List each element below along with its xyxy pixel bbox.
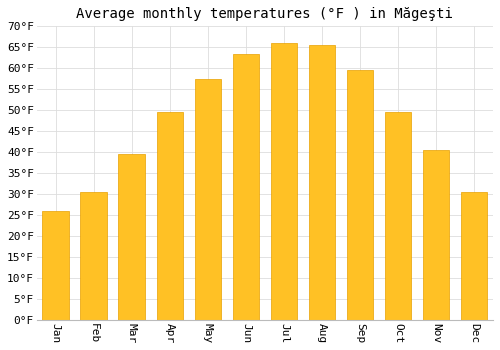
Bar bbox=[232, 54, 259, 320]
Bar bbox=[118, 154, 145, 320]
Bar bbox=[270, 43, 297, 320]
Bar bbox=[80, 192, 107, 320]
Bar bbox=[156, 112, 183, 320]
Title: Average monthly temperatures (°F ) in Măgeşti: Average monthly temperatures (°F ) in Mă… bbox=[76, 7, 454, 21]
Bar bbox=[422, 150, 450, 320]
Bar bbox=[42, 211, 69, 320]
Bar bbox=[460, 192, 487, 320]
Bar bbox=[194, 79, 221, 320]
Bar bbox=[346, 70, 374, 320]
Bar bbox=[308, 45, 335, 320]
Bar bbox=[384, 112, 411, 320]
